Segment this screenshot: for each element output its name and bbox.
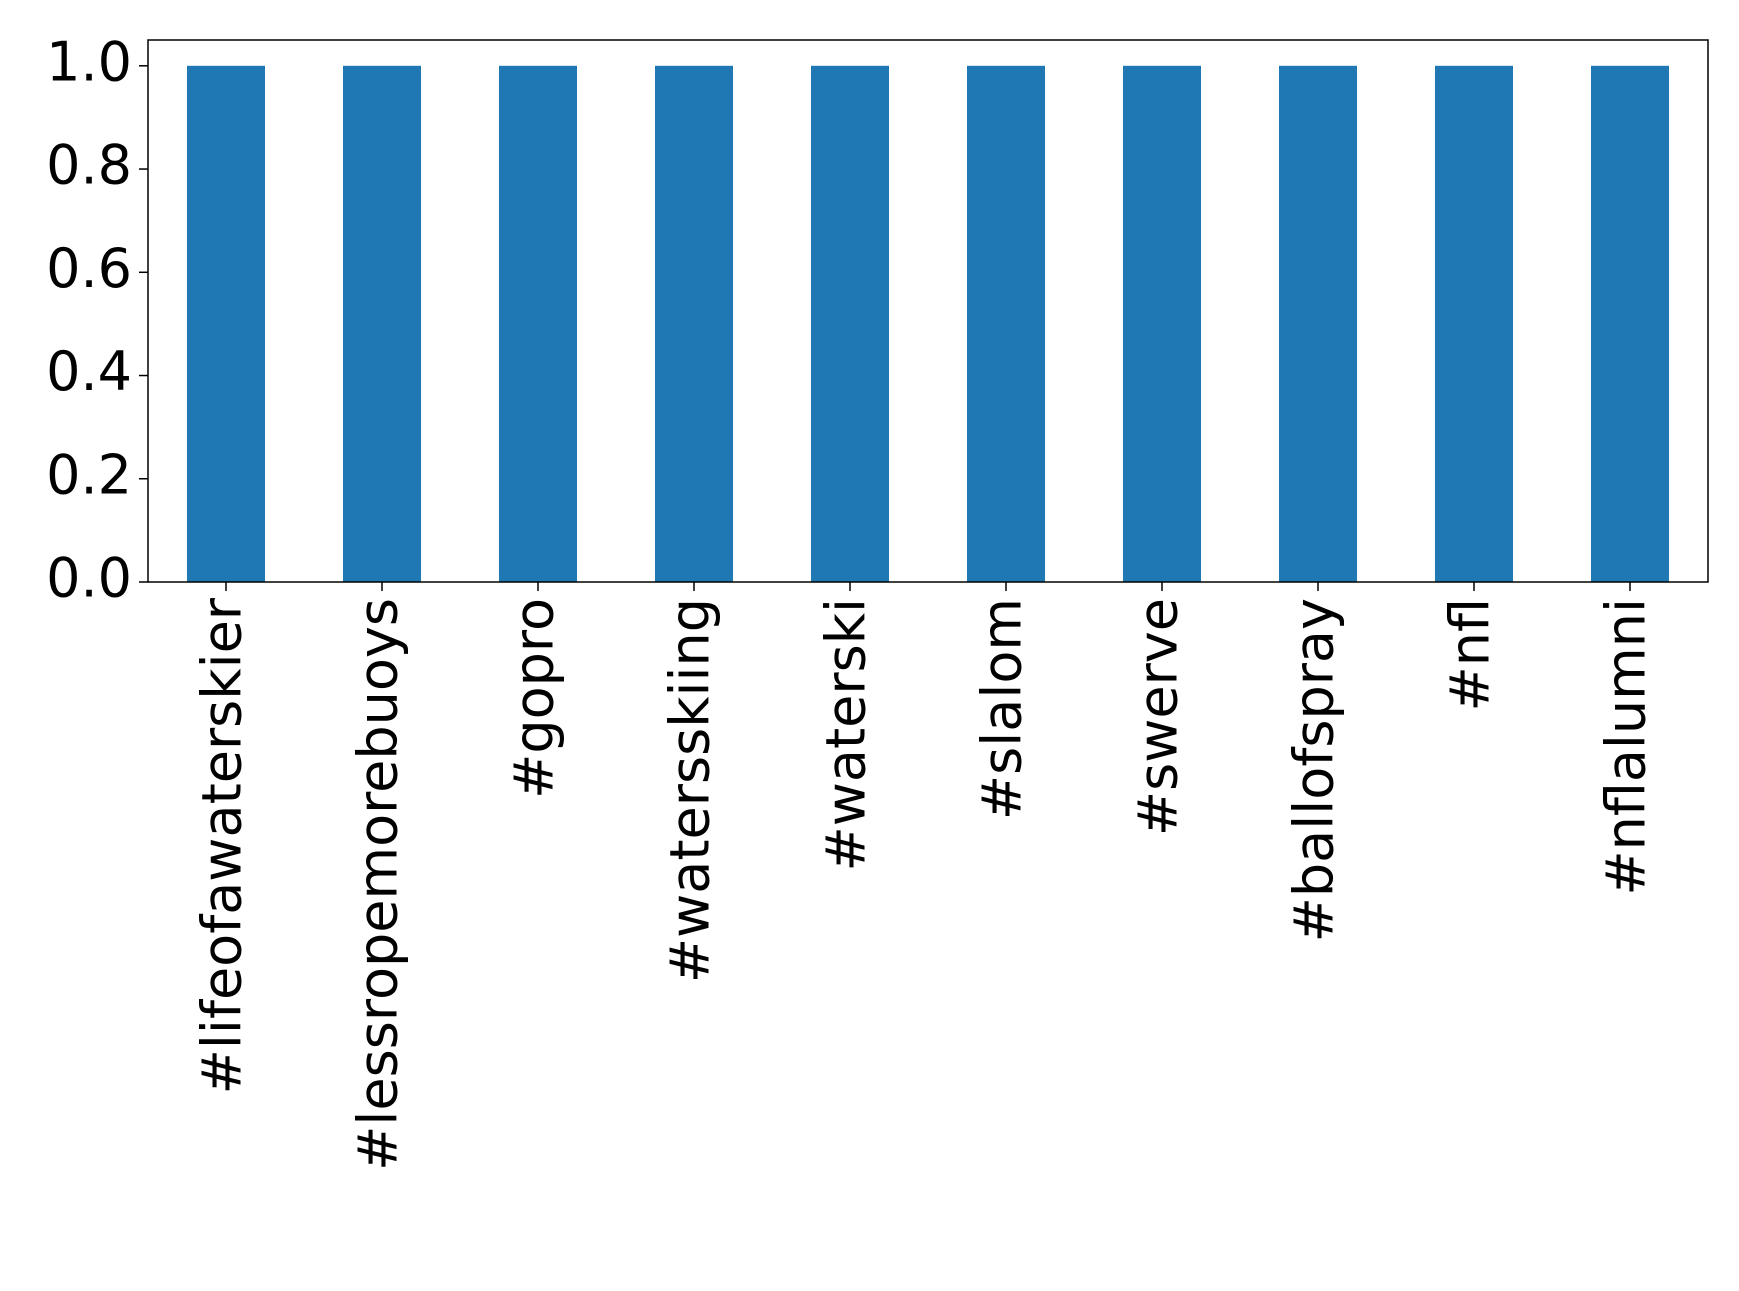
bar [811,65,889,583]
x-tick-label: #lessropemorebuoys [347,598,410,1171]
x-tick-label: #waterski [815,598,878,872]
x-tick-label: #nflalumni [1595,598,1658,896]
bar [343,65,421,583]
x-tick-label: #nfl [1439,598,1502,711]
x-tick-label: #ballofspray [1283,598,1346,942]
x-tick-label: #swerve [1127,598,1190,836]
bar [967,65,1045,583]
y-tick-label: 0.0 [46,547,132,610]
bar [655,65,733,583]
x-tick-label: #slalom [971,598,1034,820]
bar [1123,65,1201,583]
x-tick-label: #gopro [503,598,566,799]
y-tick-label: 0.8 [46,134,132,197]
bar [1435,65,1513,583]
y-tick-label: 0.2 [46,443,132,506]
x-tick-label: #watersskiing [659,598,722,983]
plot-frame [147,39,1709,583]
x-tick-label: #lifeofawaterskier [191,597,254,1094]
y-tick-label: 1.0 [46,30,132,93]
bar [187,65,265,583]
bar [1279,65,1357,583]
y-tick-label: 0.6 [46,237,132,300]
bar [1591,65,1669,583]
bar [499,65,577,583]
y-tick-label: 0.4 [46,340,132,403]
